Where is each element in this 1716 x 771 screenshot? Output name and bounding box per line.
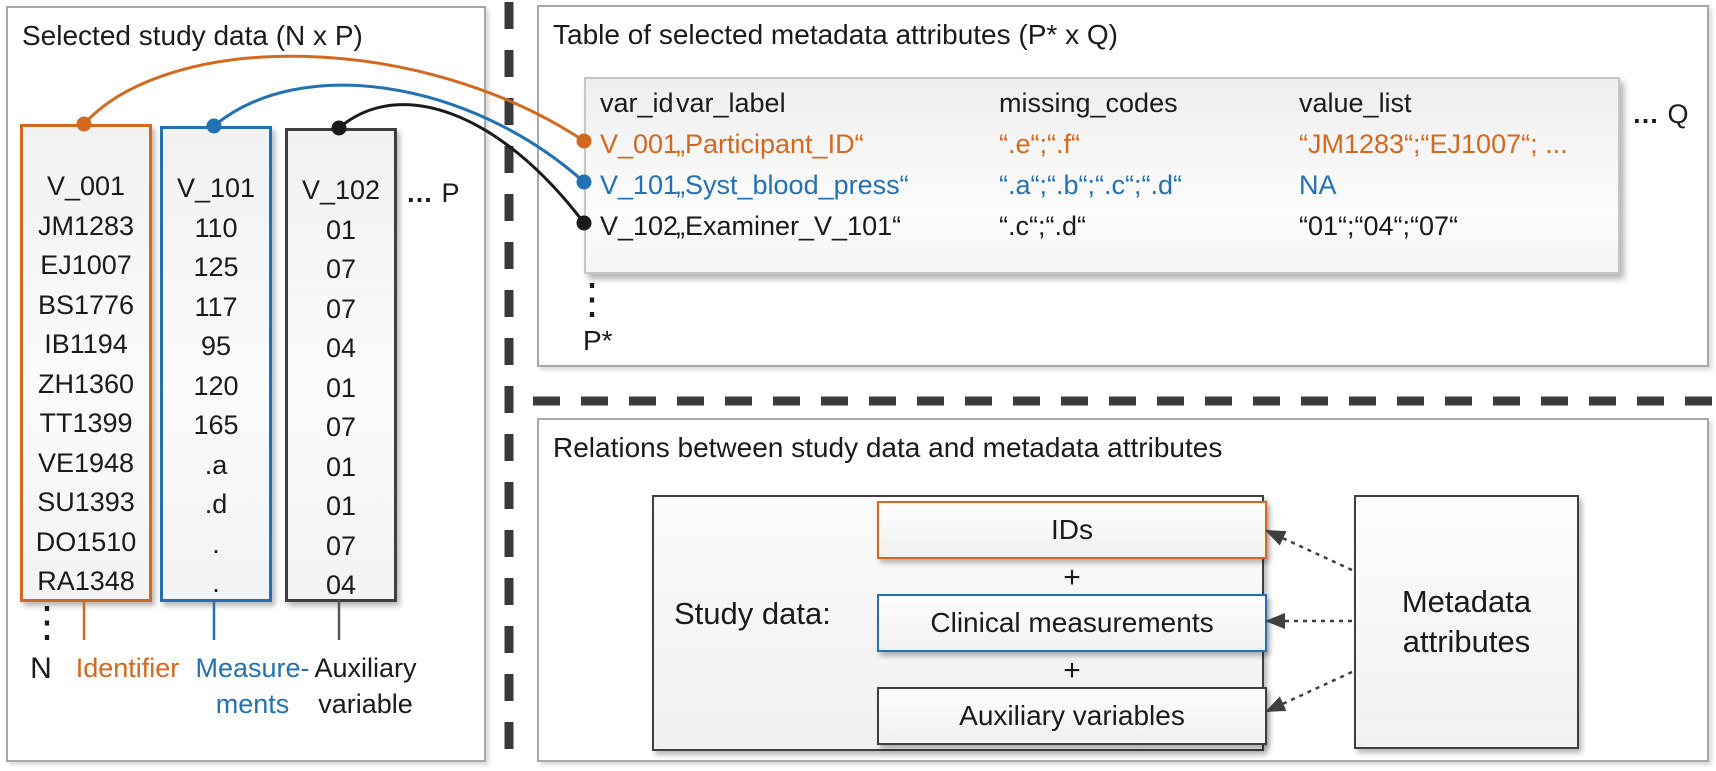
auxiliary-role-line2: variable bbox=[318, 689, 413, 719]
row-v101-var-label: „Syst_blood_press“ bbox=[676, 170, 909, 200]
header-var-label: var_label bbox=[676, 88, 786, 118]
auxiliary-cell: 01 bbox=[325, 214, 357, 245]
study-data-title: Selected study data (N x P) bbox=[22, 20, 363, 51]
measurement-cell: 125 bbox=[193, 252, 239, 282]
identifier-column-values: JM1283 EJ1007 BS1776 IB1194 ZH1360 TT1399 VE19… bbox=[23, 207, 149, 602]
auxiliary-variables-box: Auxiliary variables bbox=[877, 687, 1267, 745]
q-label: Q bbox=[1667, 99, 1689, 129]
identifier-column-box: V_001 JM1283 EJ1007 BS1776 IB1194 ZH1360 TT13… bbox=[20, 124, 152, 602]
row-v102-var-id: V_102 bbox=[600, 211, 679, 241]
measurement-cell: 95 bbox=[200, 331, 232, 361]
identifier-cell: VE1948 bbox=[37, 447, 135, 478]
auxiliary-cell: 04 bbox=[325, 333, 357, 363]
header-var-id: var_id bbox=[600, 88, 674, 118]
identifier-cell: IB1194 bbox=[44, 329, 128, 359]
identifier-role-line1: Identifier bbox=[75, 653, 180, 683]
column-header-v101: V_101 bbox=[176, 173, 256, 203]
measurements-column-box: V_101 110 125 117 95 120 165 .a .d.. bbox=[160, 126, 272, 602]
auxiliary-column-box: V_102 01 07 07 04 01 07 01 01 07 04 bbox=[285, 128, 397, 602]
column-dimension-label-q: … Q bbox=[1632, 99, 1689, 130]
row-v102-missing-codes: “.c“;“.d“ bbox=[999, 211, 1086, 241]
row-v001-var-id: V_001 bbox=[600, 129, 679, 159]
relations-title: Relations between study data and metadat… bbox=[553, 432, 1223, 463]
metadata-attributes-box: Metadata attributes bbox=[1354, 495, 1579, 749]
identifier-role-label: Identifier bbox=[65, 650, 190, 686]
measurement-cell: 165 bbox=[193, 410, 239, 440]
auxiliary-column-values: 01 07 07 04 01 07 01 01 07 04 bbox=[288, 211, 394, 606]
row-v102-value-list: “01“;“04“;“07“ bbox=[1299, 211, 1459, 241]
identifier-cell: RA1348 bbox=[37, 566, 135, 596]
measurement-cell: .a bbox=[204, 449, 228, 480]
row-dimension-label-n: N bbox=[30, 652, 52, 685]
identifier-cell: SU1393 bbox=[37, 487, 135, 517]
measurements-role-line2: ments bbox=[215, 689, 290, 719]
auxiliary-cell: 07 bbox=[325, 530, 357, 561]
ellipsis-horizontal: … bbox=[1632, 99, 1660, 129]
identifier-cell: EJ1007 bbox=[40, 250, 132, 280]
row-ellipsis-vertical: ⋮ bbox=[26, 598, 68, 645]
auxiliary-cell: 01 bbox=[325, 491, 357, 521]
identifier-cell: TT1399 bbox=[39, 408, 133, 438]
metadata-table: var_id var_label missing_codes value_lis… bbox=[584, 77, 1620, 274]
measurement-cell: .d bbox=[204, 489, 228, 519]
measurement-cell: 110 bbox=[194, 212, 238, 243]
ids-box: IDs bbox=[877, 501, 1267, 559]
row-v102-var-label: „Examiner_V_101“ bbox=[676, 211, 902, 241]
auxiliary-cell: 01 bbox=[325, 372, 357, 403]
measurements-role-line1: Measure- bbox=[195, 653, 310, 683]
identifier-cell: BS1776 bbox=[37, 289, 135, 320]
identifier-cell: DO1510 bbox=[35, 526, 137, 557]
header-value-list: value_list bbox=[1299, 88, 1412, 118]
column-header-v102: V_102 bbox=[301, 175, 381, 205]
p-label: P bbox=[441, 178, 460, 208]
column-dimension-label-p: … P bbox=[406, 178, 460, 209]
row-v001-missing-codes: “.e“;“.f“ bbox=[999, 129, 1080, 159]
identifier-cell: ZH1360 bbox=[37, 368, 135, 399]
measurements-role-label: Measure- ments bbox=[190, 650, 315, 722]
metadata-table-title: Table of selected metadata attributes (P… bbox=[553, 19, 1118, 50]
measurement-cell: 120 bbox=[193, 370, 239, 401]
row-v101-var-id: V_101 bbox=[600, 170, 679, 200]
auxiliary-cell: 07 bbox=[325, 254, 357, 284]
auxiliary-role-line1: Auxiliary bbox=[314, 653, 417, 683]
ellipsis-horizontal: … bbox=[406, 178, 434, 208]
plus-sign-1: + bbox=[1063, 561, 1081, 594]
row-v001-var-label: „Participant_ID“ bbox=[676, 129, 864, 159]
measurement-cell: 117 bbox=[194, 291, 238, 322]
measurements-column-values: 110 125 117 95 120 165 .a .d.. bbox=[163, 209, 269, 604]
metadata-row-ellipsis-vertical: ⋮ bbox=[571, 275, 613, 322]
header-missing-codes: missing_codes bbox=[999, 88, 1178, 118]
auxiliary-role-label: Auxiliary variable bbox=[303, 650, 428, 722]
study-data-label: Study data: bbox=[674, 596, 831, 631]
relations-panel: Relations between study data and metadat… bbox=[537, 418, 1709, 762]
measurement-cell: . bbox=[212, 528, 220, 559]
auxiliary-cell: 01 bbox=[325, 451, 357, 482]
metadata-table-panel: Table of selected metadata attributes (P… bbox=[537, 5, 1709, 367]
row-dimension-label-pstar: P* bbox=[583, 325, 613, 356]
plus-sign-2: + bbox=[1063, 654, 1081, 687]
row-v101-missing-codes: “.a“;“.b“;“.c“;“.d“ bbox=[999, 170, 1182, 200]
study-data-panel: Selected study data (N x P) V_001 JM1283… bbox=[6, 6, 486, 762]
auxiliary-cell: 07 bbox=[325, 412, 357, 442]
row-v001-value-list: “JM1283“;“EJ1007“; ... bbox=[1299, 129, 1568, 159]
auxiliary-cell: 04 bbox=[325, 570, 357, 600]
column-header-v001: V_001 bbox=[46, 171, 126, 201]
measurement-cell: . bbox=[212, 568, 220, 598]
identifier-cell: JM1283 bbox=[37, 210, 135, 241]
auxiliary-cell: 07 bbox=[325, 293, 357, 324]
clinical-measurements-box: Clinical measurements bbox=[877, 594, 1267, 652]
row-v101-value-list: NA bbox=[1299, 170, 1337, 200]
